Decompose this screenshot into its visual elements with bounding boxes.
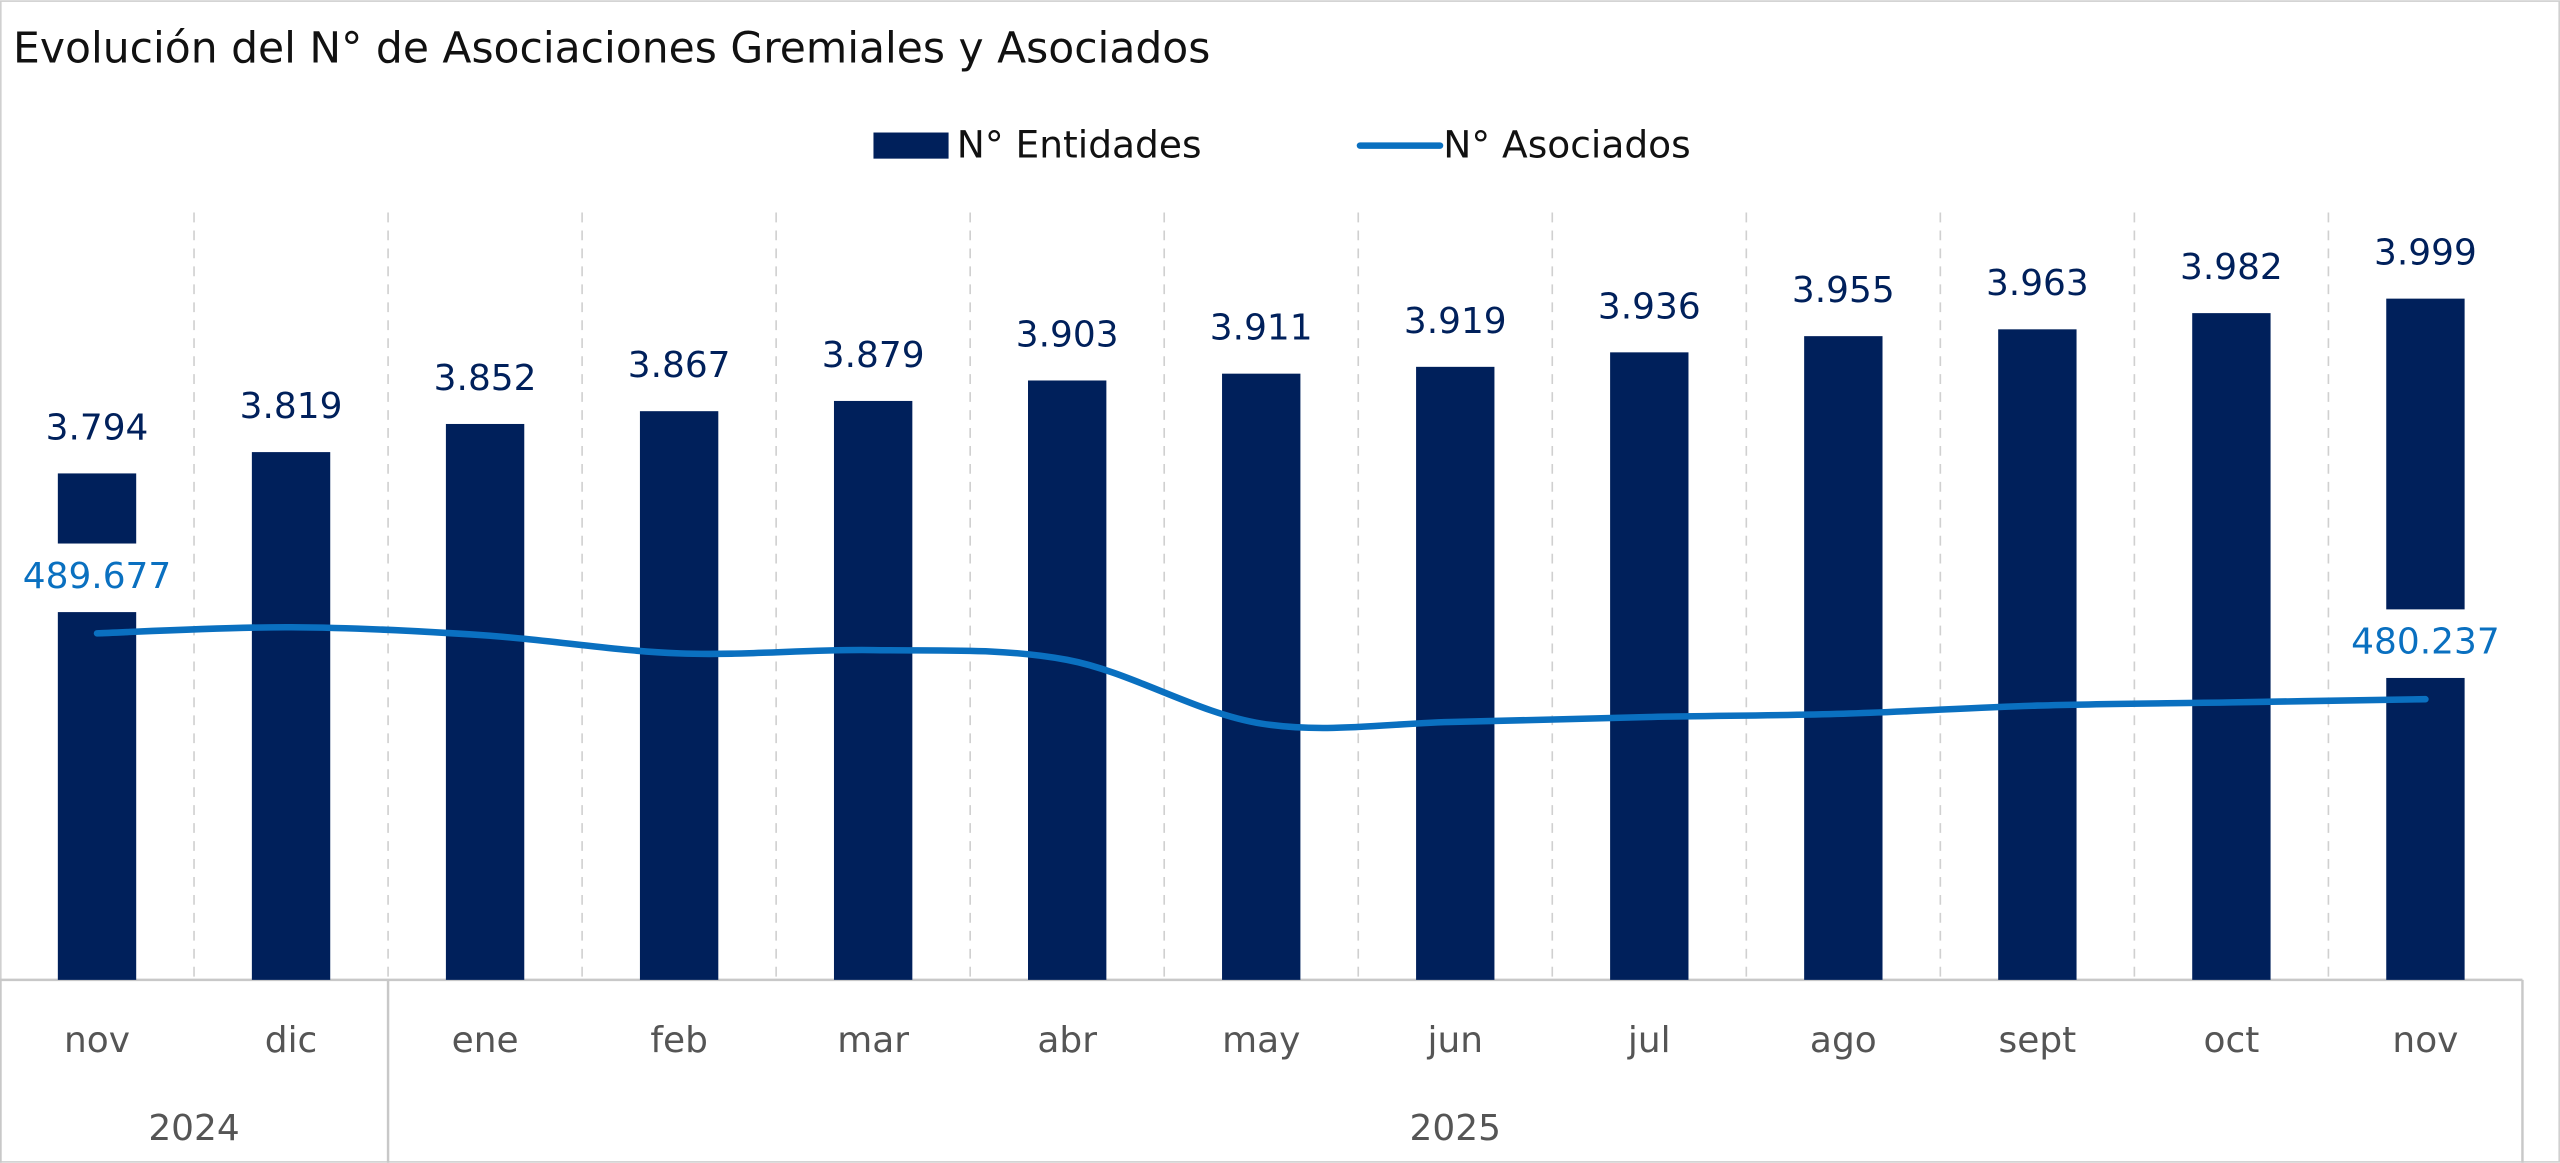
data-label: 3.794 [46, 407, 149, 448]
data-label: 3.819 [240, 386, 343, 427]
label-background [15, 543, 179, 613]
data-label: 3.982 [2180, 247, 2283, 288]
x-tick-label: may [1222, 1020, 1300, 1061]
x-tick-label: oct [2203, 1020, 2259, 1061]
bar [639, 411, 719, 980]
data-label: 3.919 [1404, 301, 1507, 342]
data-label: 3.936 [1598, 286, 1701, 327]
bar [1028, 380, 1107, 980]
label-background [2343, 609, 2508, 678]
data-label: 3.867 [628, 345, 731, 386]
x-tick-label: mar [837, 1020, 909, 1061]
data-label: 480.237 [2351, 622, 2499, 663]
bar [1804, 336, 1883, 980]
bar [1998, 329, 2077, 980]
chart-title: Evolución del N° de Asociaciones Gremial… [13, 24, 1210, 73]
x-tick-label: ago [1810, 1020, 1877, 1061]
x-tick-label: nov [2392, 1020, 2458, 1061]
group-label: 2025 [1410, 1108, 1501, 1149]
x-tick-label: dic [265, 1020, 318, 1061]
data-label: 3.911 [1210, 308, 1313, 349]
data-label: 3.999 [2374, 233, 2477, 274]
x-tick-label: jul [1627, 1020, 1671, 1061]
bar [1610, 352, 1689, 980]
group-label: 2024 [148, 1108, 239, 1149]
legend-swatch [873, 132, 949, 159]
data-label: 3.879 [822, 335, 925, 376]
bar [251, 452, 331, 980]
x-tick-label: jun [1427, 1020, 1484, 1061]
x-tick-label: nov [64, 1020, 130, 1061]
data-label: 3.852 [434, 358, 537, 399]
data-label: 3.963 [1986, 263, 2089, 304]
data-label: 3.903 [1016, 314, 1119, 355]
legend-label: N° Asociados [1443, 123, 1690, 167]
x-tick-label: abr [1037, 1020, 1097, 1061]
bar [445, 423, 525, 980]
x-tick-label: sept [1999, 1020, 2077, 1061]
x-tick-label: ene [452, 1020, 519, 1061]
legend-label: N° Entidades [957, 123, 1202, 167]
line [93, 623, 2429, 732]
data-label: 489.677 [23, 556, 171, 597]
bar [2192, 313, 2271, 980]
bar [1416, 366, 1495, 980]
bar [833, 400, 913, 980]
data-label: 3.955 [1792, 270, 1895, 311]
x-tick-label: feb [650, 1020, 708, 1061]
bar [1222, 373, 1301, 980]
